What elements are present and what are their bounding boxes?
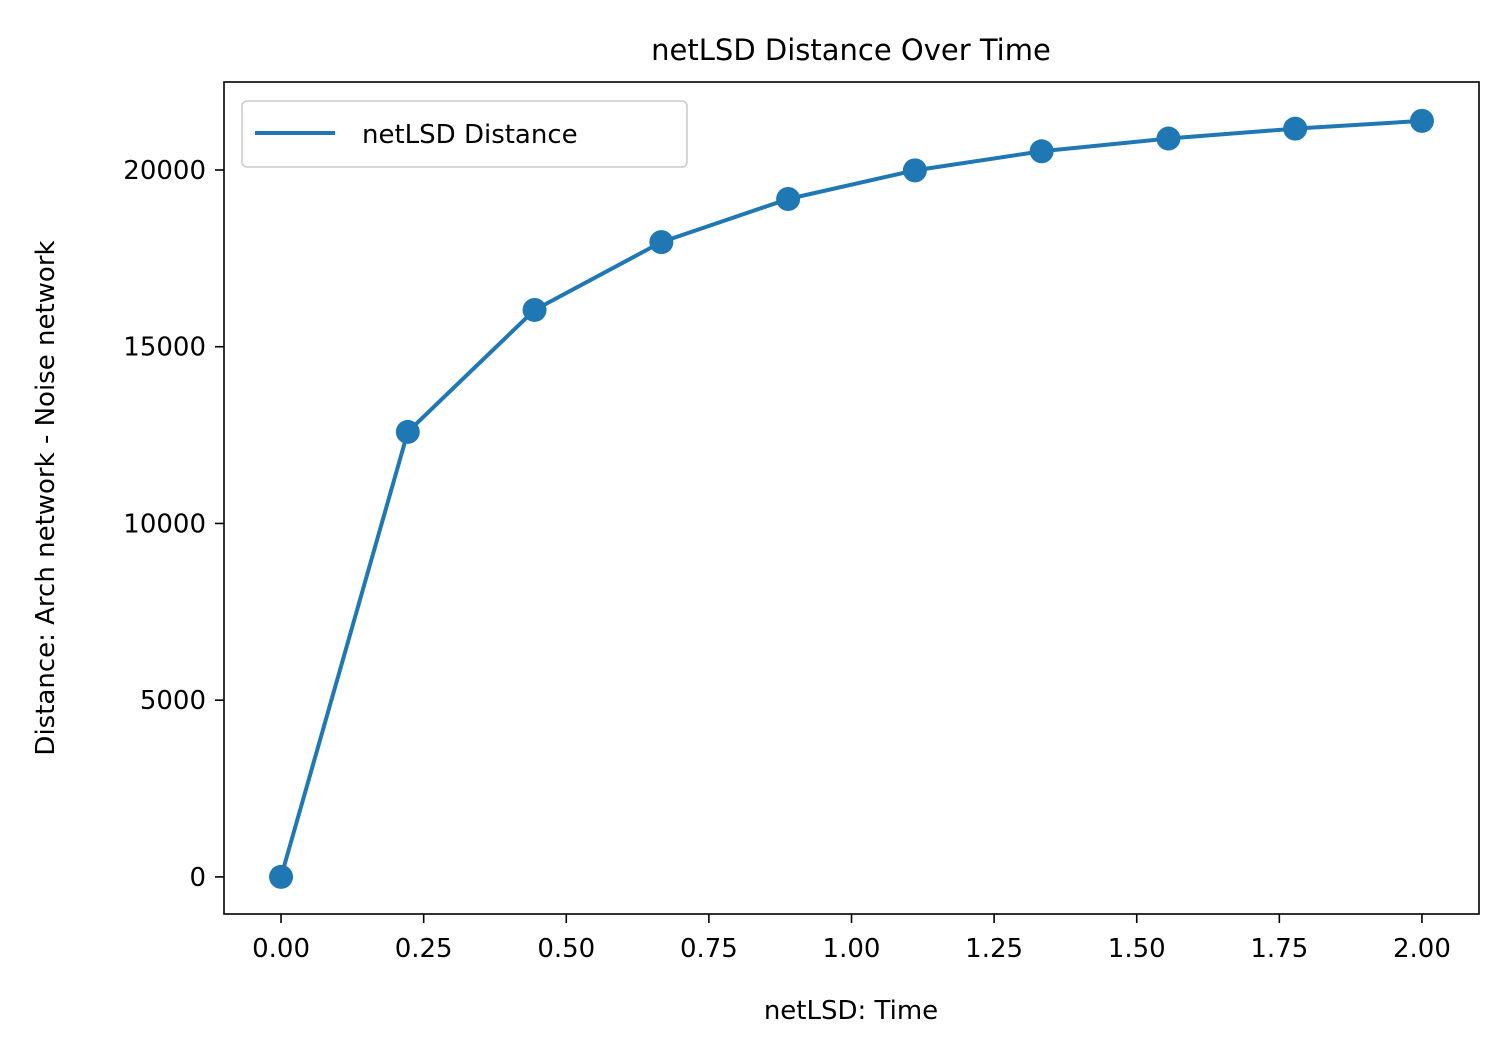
x-axis-label: netLSD: Time (764, 996, 938, 1026)
x-tick-label: 0.75 (680, 934, 738, 964)
data-point (902, 158, 927, 183)
x-tick-label: 0.00 (252, 934, 310, 964)
x-tick-label: 1.25 (965, 934, 1023, 964)
data-point (395, 419, 420, 444)
legend-box (241, 100, 688, 168)
y-tick-label: 5000 (140, 686, 206, 716)
x-tick-label: 1.00 (823, 934, 881, 964)
data-point (522, 297, 547, 322)
data-point (1029, 139, 1054, 164)
data-point (776, 186, 801, 211)
y-tick-label: 0 (189, 863, 206, 893)
legend: netLSD Distance (241, 100, 688, 168)
data-point (1156, 126, 1181, 151)
chart-title: netLSD Distance Over Time (651, 33, 1051, 67)
x-tick-label: 2.00 (1393, 934, 1451, 964)
data-point (269, 864, 294, 889)
x-tick-label: 1.75 (1250, 934, 1308, 964)
y-tick-label: 20000 (123, 156, 206, 186)
axes-frame (223, 81, 1480, 915)
data-point (1409, 108, 1434, 133)
data-point (1283, 116, 1308, 141)
series-line (279, 118, 1423, 878)
x-axis: 0.00 0.25 0.50 0.75 1.00 1.25 1.50 1.75 2.00 (252, 914, 1451, 964)
data-point (649, 230, 674, 255)
y-axis: 0 5000 10000 15000 20000 (123, 156, 224, 893)
x-tick-label: 0.25 (395, 934, 453, 964)
y-tick-label: 15000 (123, 333, 206, 363)
legend-label: netLSD Distance (362, 120, 578, 150)
y-axis-label: Distance: Arch network - Noise network (31, 240, 61, 755)
y-tick-label: 10000 (123, 509, 206, 539)
x-tick-label: 1.50 (1108, 934, 1166, 964)
plot-area (269, 108, 1434, 889)
x-tick-label: 0.50 (537, 934, 595, 964)
